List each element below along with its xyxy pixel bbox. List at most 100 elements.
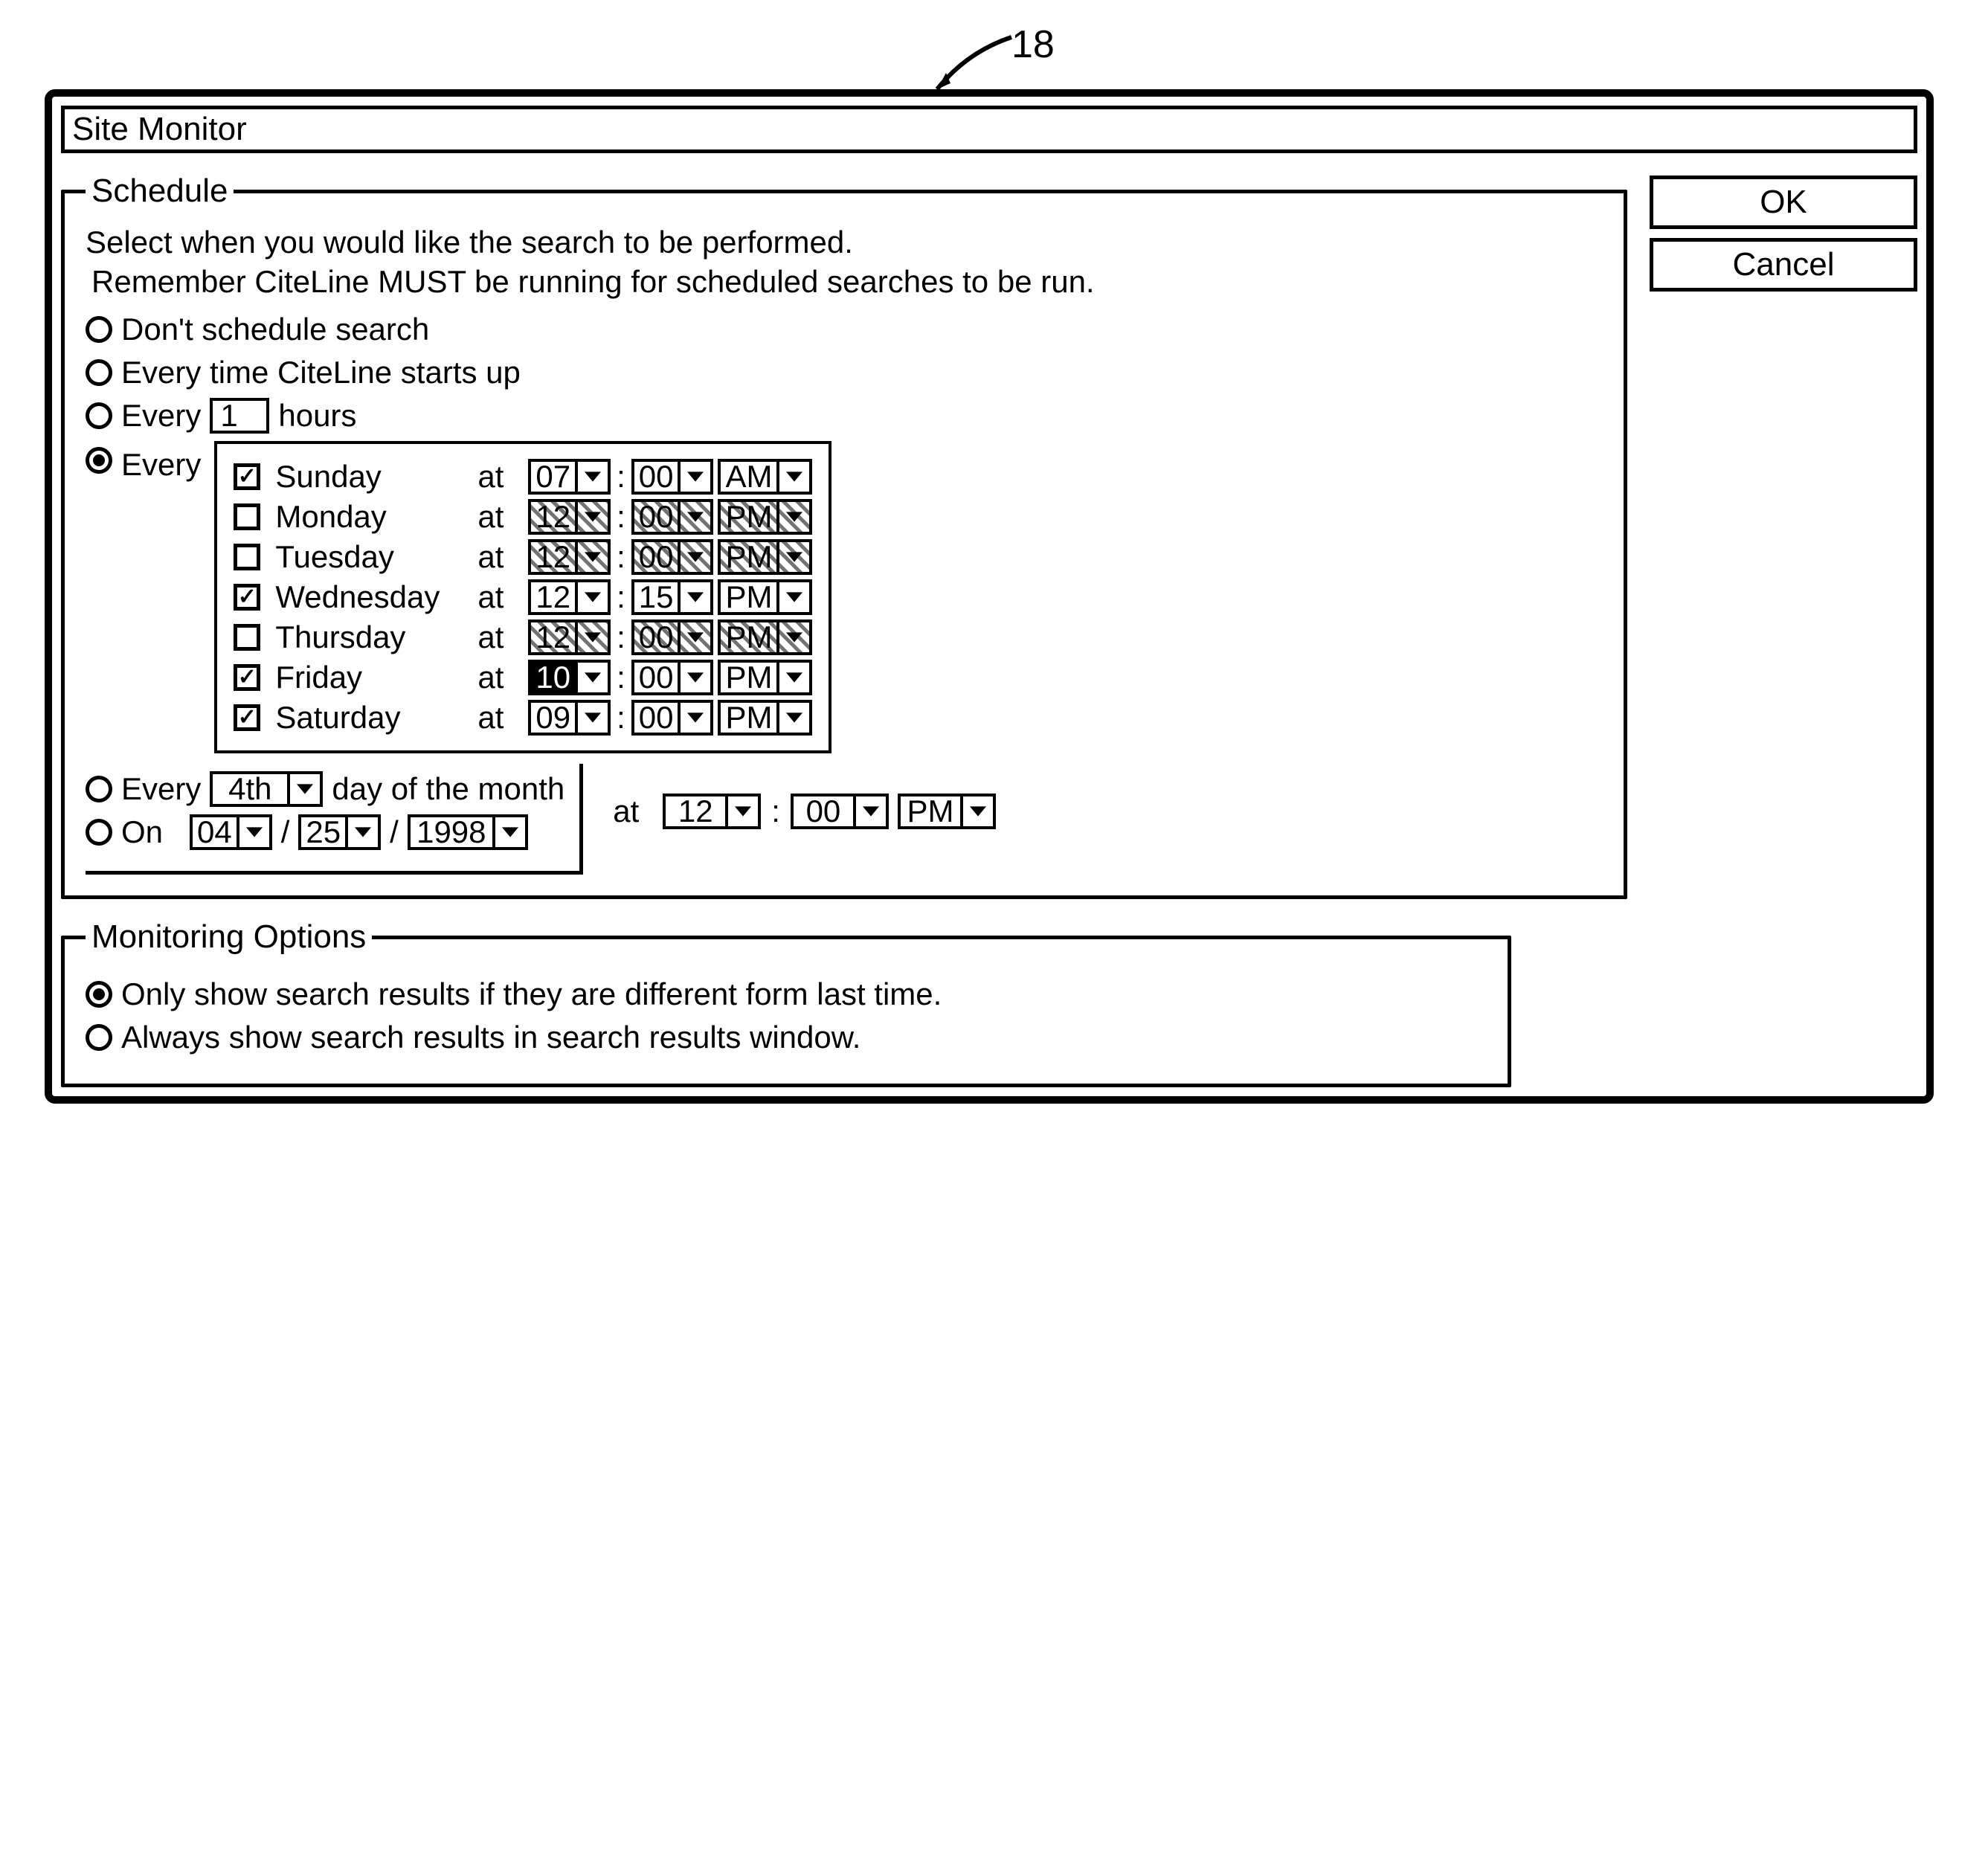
radio-every-hours[interactable] [86,402,112,429]
radio-every-monthday[interactable] [86,776,112,802]
dropdown-ampm[interactable]: PM [718,700,812,736]
dropdown-monthday-ordinal[interactable]: 4th [210,771,323,807]
radio-every-weekly[interactable] [86,447,112,474]
dropdown-hour[interactable]: 12 [528,579,611,615]
dropdown-hour[interactable]: 10 [528,660,611,695]
label-monitor-diff: Only show search results if they are dif… [121,976,942,1012]
checkbox-day[interactable] [234,704,260,731]
dropdown-ampm[interactable]: PM [718,579,812,615]
dropdown-hour[interactable]: 09 [528,700,611,736]
dropdown-date-day[interactable]: 25 [298,814,381,850]
schedule-legend: Schedule [86,173,234,210]
weekday-row: Sundayat07:00AM [234,459,812,495]
label-at: at [477,499,519,535]
label-every-monthday-prefix: Every [121,771,201,807]
label-day-name: Friday [275,660,469,695]
time-group: 10:00PM [528,660,812,695]
time-group: 12:00PM [528,499,812,535]
time-group: 12:00PM [528,619,812,655]
dropdown-ampm[interactable]: PM [718,660,812,695]
dropdown-bottom-hour[interactable]: 12 [663,794,761,829]
bottom-colon: : [770,794,782,829]
time-group: 12:15PM [528,579,812,615]
weekday-row: Thursdayat12:00PM [234,619,812,655]
label-dont-schedule: Don't schedule search [121,312,429,347]
dropdown-bottom-min[interactable]: 00 [791,794,889,829]
weekday-row: Mondayat12:00PM [234,499,812,535]
label-at: at [477,579,519,615]
dropdown-hour: 12 [528,619,611,655]
weekday-row: Wednesdayat12:15PM [234,579,812,615]
dropdown-minute: 00 [631,539,714,575]
colon: : [615,619,627,655]
monitoring-legend: Monitoring Options [86,918,372,956]
monitoring-options-group: Monitoring Options Only show search resu… [61,918,1511,1087]
site-monitor-window: Site Monitor Schedule Select when you wo… [45,89,1934,1104]
cancel-button[interactable]: Cancel [1650,238,1917,292]
dropdown-minute[interactable]: 00 [631,459,714,495]
colon: : [615,660,627,695]
dropdown-date-month[interactable]: 04 [190,814,272,850]
label-at: at [477,539,519,575]
dropdown-ampm[interactable]: AM [718,459,812,495]
dropdown-ampm: PM [718,499,812,535]
label-at: at [477,660,519,695]
time-group: 12:00PM [528,539,812,575]
label-at: at [477,700,519,736]
label-on-date: On [121,814,163,850]
figure-reference: 18 [1011,22,1055,67]
label-day-name: Saturday [275,700,469,736]
dropdown-minute: 00 [631,499,714,535]
colon: : [615,539,627,575]
label-monitor-always: Always show search results in search res… [121,1020,860,1055]
label-bottom-at: at [613,794,639,829]
dropdown-ampm: PM [718,539,812,575]
dropdown-minute: 00 [631,619,714,655]
dropdown-bottom-ampm[interactable]: PM [898,794,996,829]
checkbox-day[interactable] [234,544,260,570]
ok-button[interactable]: OK [1650,176,1917,229]
date-sep2: / [390,814,399,850]
dropdown-ampm: PM [718,619,812,655]
label-at: at [477,619,519,655]
radio-on-date[interactable] [86,819,112,846]
radio-monitor-always[interactable] [86,1024,112,1051]
dropdown-minute[interactable]: 15 [631,579,714,615]
input-hours[interactable]: 1 [210,398,269,434]
weekday-row: Fridayat 10:00PM [234,660,812,695]
radio-monitor-diff[interactable] [86,981,112,1008]
label-on-startup: Every time CiteLine starts up [121,355,521,390]
weekday-row: Saturdayat09:00PM [234,700,812,736]
label-day-name: Thursday [275,619,469,655]
label-at: at [477,459,519,495]
colon: : [615,499,627,535]
checkbox-day[interactable] [234,463,260,490]
dropdown-hour: 12 [528,539,611,575]
label-day-name: Monday [275,499,469,535]
dropdown-minute[interactable]: 00 [631,660,714,695]
label-every-hours-prefix: Every [121,398,201,434]
time-group: 09:00PM [528,700,812,736]
checkbox-day[interactable] [234,624,260,651]
dropdown-minute[interactable]: 00 [631,700,714,736]
weekday-row: Tuesdayat12:00PM [234,539,812,575]
colon: : [615,459,627,495]
schedule-group: Schedule Select when you would like the … [61,173,1627,899]
date-sep1: / [281,814,290,850]
schedule-intro: Select when you would like the search to… [86,223,1603,301]
label-day-name: Tuesday [275,539,469,575]
schedule-intro-line1: Select when you would like the search to… [86,223,1603,263]
checkbox-day[interactable] [234,503,260,530]
radio-dont-schedule[interactable] [86,316,112,343]
dropdown-date-year[interactable]: 1998 [408,814,528,850]
label-day-name: Sunday [275,459,469,495]
radio-on-startup[interactable] [86,359,112,386]
checkbox-day[interactable] [234,664,260,691]
label-every-weekly: Every [121,447,201,483]
time-group: 07:00AM [528,459,812,495]
colon: : [615,700,627,736]
colon: : [615,579,627,615]
dropdown-hour: 12 [528,499,611,535]
checkbox-day[interactable] [234,584,260,611]
dropdown-hour[interactable]: 07 [528,459,611,495]
